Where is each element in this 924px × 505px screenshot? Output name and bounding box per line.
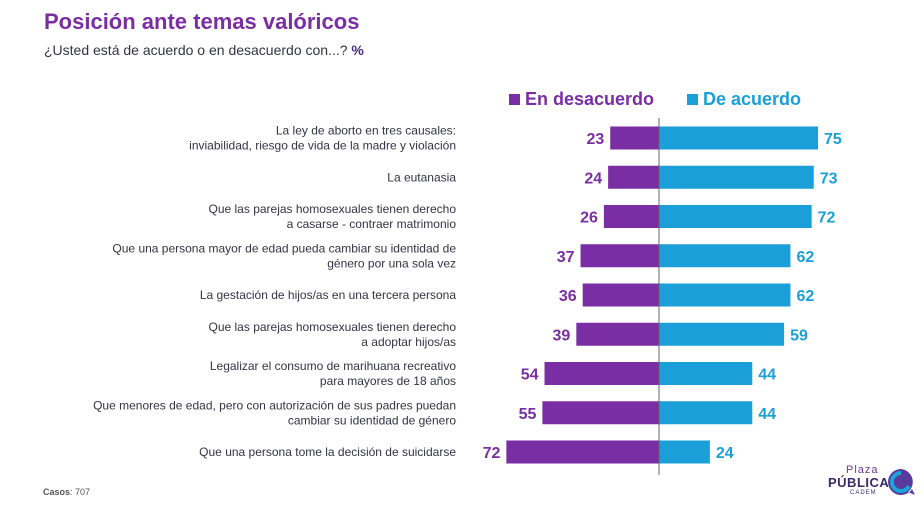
bar-desacuerdo xyxy=(544,362,659,385)
value-label-acuerdo: 62 xyxy=(796,249,814,266)
bar-acuerdo xyxy=(659,322,785,346)
value-label-desacuerdo: 39 xyxy=(553,327,571,344)
bar-desacuerdo xyxy=(506,440,659,464)
bar-desacuerdo xyxy=(580,244,659,268)
category-label: Que una persona mayor de edad pueda camb… xyxy=(112,241,456,255)
value-label-acuerdo: 44 xyxy=(758,406,776,423)
sample-size: Casos: 707 xyxy=(43,487,91,497)
category-label: Que las parejas homosexuales tienen dere… xyxy=(209,202,457,216)
value-label-desacuerdo: 24 xyxy=(584,170,602,187)
bar-acuerdo xyxy=(659,244,791,268)
category-label: La eutanasia xyxy=(387,170,456,184)
bar-acuerdo xyxy=(659,165,814,189)
category-label: para mayores de 18 años xyxy=(320,374,456,388)
value-label-desacuerdo: 37 xyxy=(557,249,575,266)
bar-desacuerdo xyxy=(608,165,659,189)
category-label: cambiar su identidad de género xyxy=(288,413,456,427)
bar-desacuerdo xyxy=(603,205,659,228)
value-label-desacuerdo: 54 xyxy=(521,367,539,384)
category-label: Que una persona tome la decisión de suic… xyxy=(199,445,456,459)
category-label: Que las parejas homosexuales tienen dere… xyxy=(209,320,457,334)
value-label-acuerdo: 75 xyxy=(824,131,842,148)
legend-label-acuerdo: De acuerdo xyxy=(703,89,802,109)
sample-size-label: Casos xyxy=(43,487,71,497)
bar-desacuerdo xyxy=(542,401,659,425)
category-label: La gestación de hijos/as en una tercera … xyxy=(200,288,456,302)
logo-line3: CADEM xyxy=(850,490,877,496)
category-label: a adoptar hijos/as xyxy=(361,335,456,349)
bar-acuerdo xyxy=(659,362,753,385)
bar-desacuerdo xyxy=(610,126,659,150)
value-label-acuerdo: 59 xyxy=(790,327,808,344)
category-label: a casarse - contraer matrimonio xyxy=(287,217,457,231)
category-label: La ley de aborto en tres causales: xyxy=(276,124,456,138)
subtitle-unit: % xyxy=(351,42,364,58)
bar-desacuerdo xyxy=(576,322,659,346)
value-label-desacuerdo: 72 xyxy=(483,445,501,462)
bar-acuerdo xyxy=(659,440,710,464)
legend-swatch-acuerdo xyxy=(687,94,698,105)
legend-acuerdo: De acuerdo xyxy=(687,89,801,110)
category-label: género por una sola vez xyxy=(327,256,456,270)
value-label-desacuerdo: 55 xyxy=(519,406,537,423)
logo-line1: Plaza xyxy=(846,464,879,476)
logo-line2: PÚBLICA xyxy=(828,475,890,490)
bar-acuerdo xyxy=(659,126,818,150)
category-label: Legalizar el consumo de marihuana recrea… xyxy=(210,359,456,373)
bar-desacuerdo xyxy=(582,283,659,307)
sample-size-value: 707 xyxy=(75,487,91,497)
value-label-acuerdo: 73 xyxy=(820,170,838,187)
legend-label-desacuerdo: En desacuerdo xyxy=(525,89,655,109)
legend-desacuerdo: En desacuerdo xyxy=(509,89,654,110)
chart-subtitle: ¿Usted está de acuerdo o en desacuerdo c… xyxy=(44,42,364,58)
category-label: Que menores de edad, pero con autorizaci… xyxy=(93,398,456,412)
value-label-acuerdo: 62 xyxy=(796,288,814,305)
bar-acuerdo xyxy=(659,205,812,228)
chart-title: Posición ante temas valóricos xyxy=(44,9,360,34)
value-label-desacuerdo: 23 xyxy=(586,131,604,148)
value-label-acuerdo: 72 xyxy=(818,210,836,227)
value-label-desacuerdo: 36 xyxy=(559,288,577,305)
bar-acuerdo xyxy=(659,283,791,307)
logo-speech-bubble-icon xyxy=(888,469,915,495)
plaza-publica-logo: Plaza PÚBLICA CADEM xyxy=(828,464,916,500)
value-label-acuerdo: 24 xyxy=(716,445,734,462)
value-label-desacuerdo: 26 xyxy=(580,210,598,227)
subtitle-text: ¿Usted está de acuerdo o en desacuerdo c… xyxy=(44,42,348,58)
category-label: inviabilidad, riesgo de vida de la madre… xyxy=(189,139,456,153)
bar-acuerdo xyxy=(659,401,753,425)
legend-swatch-desacuerdo xyxy=(509,94,520,105)
value-label-acuerdo: 44 xyxy=(758,367,776,384)
